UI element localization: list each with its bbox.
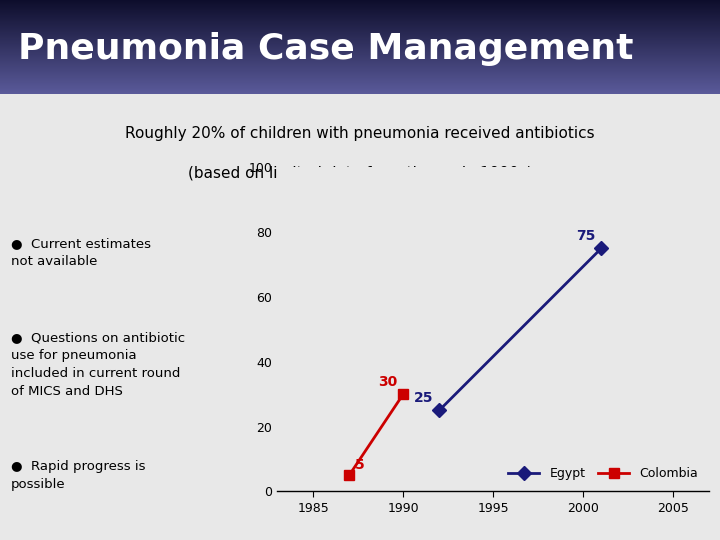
Text: 75: 75 [576, 229, 595, 243]
Text: Roughly 20% of children with pneumonia received antibiotics: Roughly 20% of children with pneumonia r… [125, 126, 595, 141]
Line: Egypt: Egypt [434, 244, 606, 415]
Egypt [435, 407, 444, 414]
Text: ●  Rapid progress is
possible: ● Rapid progress is possible [11, 460, 145, 491]
Text: 5: 5 [355, 458, 364, 472]
Text: 25: 25 [414, 391, 433, 405]
Text: ●  Current estimates
not available: ● Current estimates not available [11, 237, 150, 268]
Text: ●  Questions on antibiotic
use for pneumonia
included in current round
of MICS a: ● Questions on antibiotic use for pneumo… [11, 330, 185, 397]
Line: Colombia: Colombia [344, 389, 408, 480]
Text: Pneumonia Case Management: Pneumonia Case Management [18, 32, 634, 66]
Legend: Egypt, Colombia: Egypt, Colombia [503, 462, 703, 485]
Egypt [597, 245, 606, 252]
Text: 30: 30 [379, 375, 397, 389]
Text: (based on limited data from the early 1990s): (based on limited data from the early 19… [188, 166, 532, 181]
Colombia [399, 391, 408, 397]
Colombia [345, 472, 354, 478]
